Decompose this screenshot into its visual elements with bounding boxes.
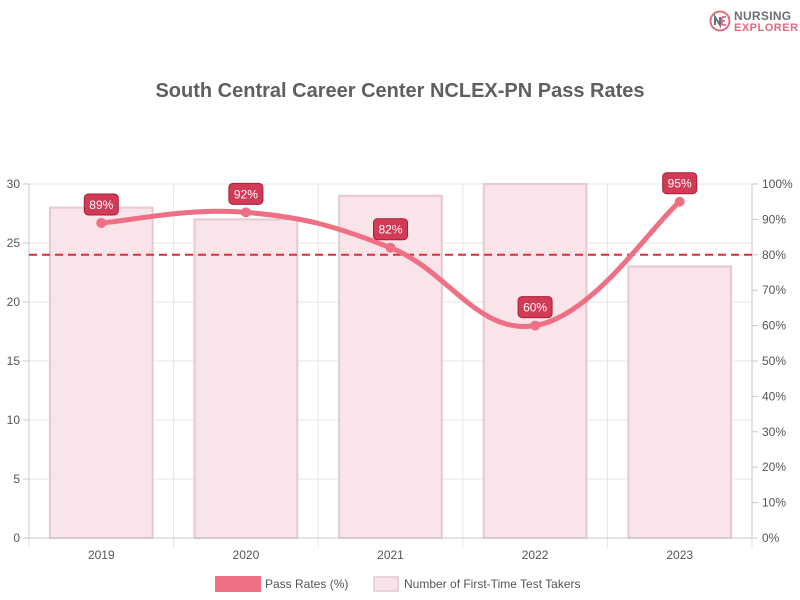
left-axis-tick-label: 0 <box>13 531 20 545</box>
data-labels: 89% 92% 82% 60% 95% <box>83 172 698 319</box>
left-axis-tick-label: 15 <box>7 354 21 368</box>
right-axis-tick-label: 0% <box>762 531 780 545</box>
right-axis-tick-label: 90% <box>762 212 786 226</box>
left-axis-tick-label: 10 <box>7 413 21 427</box>
right-axis-tick-label: 10% <box>762 496 786 510</box>
legend-swatch-test-takers <box>373 576 399 592</box>
bar-2019 <box>48 206 154 539</box>
pass-rate-point-2021 <box>385 242 396 253</box>
left-axis-tick-label: 30 <box>7 177 21 191</box>
left-axis-tick-label: 25 <box>7 236 21 250</box>
brand-name-line1: NURSING <box>734 9 792 23</box>
data-label-2023: 95% <box>668 177 692 191</box>
legend-label-pass-rates: Pass Rates (%) <box>265 577 348 591</box>
left-axis-tick-label: 20 <box>7 295 21 309</box>
right-axis-tick-label: 80% <box>762 248 786 262</box>
nursing-explorer-logo-icon <box>709 10 731 32</box>
data-label-2019: 89% <box>89 198 113 212</box>
data-label-2021: 82% <box>378 223 402 237</box>
legend-swatch-pass-rates <box>215 576 261 592</box>
bar-2023 <box>627 265 733 539</box>
legend-label-test-takers: Number of First-Time Test Takers <box>404 577 580 591</box>
right-axis-tick-label: 30% <box>762 425 786 439</box>
brand-logo: NURSING EXPLORER <box>709 8 798 36</box>
x-axis-tick-label: 2020 <box>233 548 260 562</box>
data-label-box-2021 <box>373 218 408 241</box>
data-label-box-2022 <box>517 296 553 319</box>
data-label-2022: 60% <box>523 301 547 315</box>
right-axis-tick-label: 60% <box>762 319 786 333</box>
x-axis-tick-label: 2021 <box>377 548 404 562</box>
pass-rate-point-2020 <box>240 207 251 218</box>
pass-rate-point-2022 <box>530 320 541 331</box>
chart-title: South Central Career Center NCLEX-PN Pas… <box>155 80 645 102</box>
bar-2020 <box>193 218 299 539</box>
right-axis-tick-label: 100% <box>762 177 793 191</box>
data-label-2020: 92% <box>234 187 258 201</box>
data-label-box-2023 <box>662 172 698 195</box>
right-axis-tick-label: 70% <box>762 283 786 297</box>
pass-rate-point-2023 <box>674 196 685 207</box>
pass-rate-point-2019 <box>96 217 107 228</box>
right-axis-tick-label: 40% <box>762 389 786 403</box>
bar-2021 <box>338 194 443 540</box>
pass-rate-line <box>98 199 683 329</box>
axes: 0 5 10 15 20 25 30 0% 10% 20% 30% 40% 50% 60% 70% 80% 90… <box>7 177 793 562</box>
x-axis-tick-label: 2019 <box>88 548 115 562</box>
data-label-box-2020 <box>228 182 264 205</box>
x-axis-tick-label: 2023 <box>666 548 693 562</box>
bar-2022 <box>482 183 588 539</box>
line-series <box>96 196 685 331</box>
right-axis-tick-label: 50% <box>762 354 786 368</box>
x-axis-tick-label: 2022 <box>522 548 549 562</box>
data-label-box-2019 <box>83 193 119 216</box>
right-axis-tick-label: 20% <box>762 460 786 474</box>
brand-name-line2: EXPLORER <box>734 22 799 34</box>
left-axis-tick-label: 5 <box>13 472 20 486</box>
legend[interactable]: Pass Rates (%) Number of First-Time Test … <box>215 576 580 592</box>
